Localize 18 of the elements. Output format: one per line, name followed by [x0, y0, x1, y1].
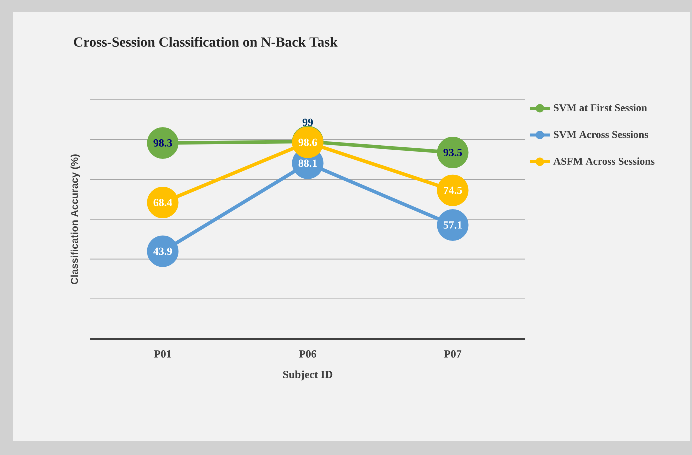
legend-label: SVM Across Sessions: [554, 130, 648, 138]
data-label: 98.3: [154, 139, 172, 147]
data-label: 57.1: [444, 222, 462, 229]
data-label: 99: [302, 118, 314, 126]
x-tick-label: P06: [299, 350, 317, 358]
x-axis-title: Subject ID: [283, 370, 333, 381]
data-label: 88.1: [298, 160, 318, 168]
data-label: 74.5: [444, 186, 462, 194]
chart-title: Cross-Session Classification on N-Back Task: [74, 37, 338, 47]
y-axis-title: Classification Accuracy (%): [70, 154, 80, 284]
x-tick-label: P07: [444, 350, 462, 358]
data-label: 68.4: [154, 199, 172, 206]
x-tick-label: P01: [154, 350, 172, 358]
data-label: 43.9: [154, 248, 172, 256]
legend-label: ASFM Across Sessions: [554, 158, 655, 166]
data-label: 98.6: [298, 138, 318, 146]
legend-label: SVM at First Session: [554, 104, 648, 112]
data-label: 93.5: [444, 149, 462, 156]
